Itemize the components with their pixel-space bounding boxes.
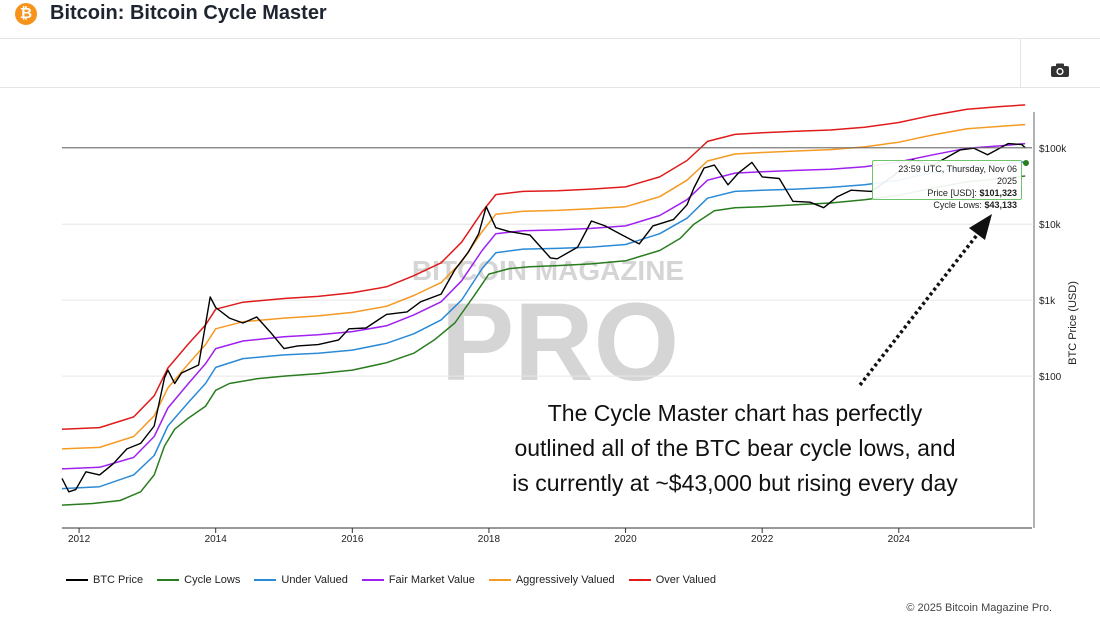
- tooltip-lows-value: $43,133: [984, 200, 1017, 210]
- series-line-over-valued: [61, 104, 1026, 430]
- annotation-line-2: outlined all of the BTC bear cycle lows,…: [514, 435, 956, 461]
- chart-tooltip: 23:59 UTC, Thursday, Nov 06 2025 Price […: [872, 160, 1022, 210]
- legend-swatch: [157, 579, 180, 581]
- y-tick-label: $100: [1039, 372, 1062, 383]
- bitcoin-logo-icon: ₿: [15, 3, 37, 25]
- watermark-main: PRO: [441, 281, 679, 404]
- chart-axes: $100 $1k $10k $100k 2012 2014 2016 2018 2020 2022…: [62, 112, 1067, 545]
- legend-item-fair-market-value[interactable]: Fair Market Value: [361, 574, 475, 586]
- copyright: © 2025 Bitcoin Magazine Pro.: [906, 602, 1052, 614]
- legend-swatch: [361, 579, 384, 581]
- annotation-text: The Cycle Master chart has perfectly out…: [470, 396, 1000, 501]
- toolbar-divider: [1020, 39, 1021, 87]
- legend-label: Under Valued: [281, 574, 348, 586]
- tooltip-price-row: Price [USD]: $101,323: [877, 187, 1017, 199]
- x-tick-label: 2018: [478, 534, 501, 545]
- series-line-btc-price: [61, 142, 1026, 493]
- legend-swatch: [628, 579, 651, 581]
- page-title: Bitcoin: Bitcoin Cycle Master: [50, 2, 327, 24]
- y-tick-label: $1k: [1039, 296, 1056, 307]
- tooltip-lows-label: Cycle Lows:: [933, 200, 982, 210]
- legend-swatch: [66, 579, 88, 581]
- camera-icon[interactable]: [1049, 61, 1071, 79]
- legend-item-cycle-lows[interactable]: Cycle Lows: [157, 574, 240, 586]
- legend-item-aggressively-valued[interactable]: Aggressively Valued: [488, 574, 615, 586]
- watermark-top: BITCOIN MAGAZINE: [412, 255, 684, 286]
- annotation-line-3: is currently at ~$43,000 but rising ever…: [512, 470, 958, 496]
- y-tick-label: $10k: [1039, 220, 1062, 231]
- legend-item-under-valued[interactable]: Under Valued: [254, 574, 348, 586]
- legend-swatch: [254, 579, 277, 581]
- x-tick-label: 2024: [888, 534, 911, 545]
- annotation-arrow: [858, 214, 992, 387]
- y-tick-label: $100k: [1039, 144, 1067, 155]
- annotation-line-1: The Cycle Master chart has perfectly: [547, 400, 923, 426]
- legend-label: BTC Price: [93, 574, 144, 586]
- x-tick-label: 2020: [614, 534, 637, 545]
- page-header: ₿ Bitcoin: Bitcoin Cycle Master: [0, 0, 1100, 39]
- hover-marker: [1023, 160, 1029, 166]
- cycle-master-chart: BITCOIN MAGAZINE PRO $100 $1k $10k $100k 201…: [61, 104, 1079, 545]
- legend-label: Over Valued: [655, 574, 717, 586]
- tooltip-time: 23:59 UTC, Thursday, Nov 06 2025: [898, 164, 1017, 186]
- legend-label: Fair Market Value: [388, 574, 475, 586]
- watermark: BITCOIN MAGAZINE PRO: [412, 255, 684, 404]
- legend-label: Aggressively Valued: [515, 574, 615, 586]
- legend-item-btc-price[interactable]: BTC Price: [66, 574, 143, 586]
- series-line-aggressively-valued: [61, 123, 1026, 450]
- chart-series: [61, 104, 1026, 506]
- chart-legend: BTC Price Cycle Lows Under Valued Fair M…: [66, 574, 730, 586]
- legend-label: Cycle Lows: [184, 574, 241, 586]
- series-line-under-valued: [61, 161, 1026, 490]
- legend-item-over-valued[interactable]: Over Valued: [628, 574, 717, 586]
- series-line-fair-market-value: [61, 142, 1026, 470]
- x-tick-label: 2012: [68, 534, 91, 545]
- tooltip-price-value: $101,323: [979, 188, 1017, 198]
- y-axis-label: BTC Price (USD): [1067, 281, 1079, 365]
- x-tick-label: 2014: [205, 534, 228, 545]
- tooltip-price-label: Price [USD]:: [927, 188, 977, 198]
- tooltip-lows-row: Cycle Lows: $43,133: [877, 199, 1017, 211]
- legend-swatch: [488, 579, 511, 581]
- chart-toolbar: [0, 39, 1100, 88]
- x-tick-label: 2016: [341, 534, 364, 545]
- x-tick-label: 2022: [751, 534, 774, 545]
